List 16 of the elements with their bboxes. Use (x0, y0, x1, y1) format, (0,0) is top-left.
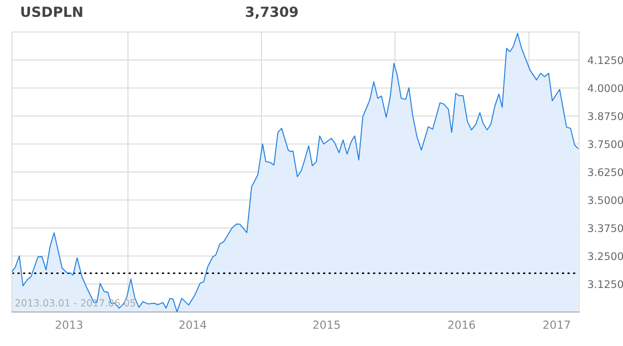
chart-subtitle: 3,7309 (246, 6, 298, 19)
y-tick-label: 3.6250 (588, 168, 623, 176)
chart-title: USDPLN (21, 6, 82, 18)
x-tick-label: 2014 (179, 320, 206, 329)
y-tick-label: 3.5000 (588, 196, 623, 204)
y-tick-label: 4.1250 (588, 56, 623, 64)
x-tick-label: 2016 (448, 320, 476, 329)
y-tick-label: 3.2500 (588, 252, 623, 260)
x-tick-label: 2013 (56, 320, 82, 329)
x-tick-label: 2017 (543, 320, 570, 329)
y-tick-label: 3.7500 (588, 140, 623, 148)
y-tick-label: 4.0000 (588, 84, 623, 92)
x-tick-label: 2015 (313, 320, 340, 329)
y-tick-label: 3.3750 (588, 224, 623, 232)
y-tick-label: 3.8750 (588, 112, 623, 120)
y-tick-label: 3.1250 (588, 280, 623, 288)
